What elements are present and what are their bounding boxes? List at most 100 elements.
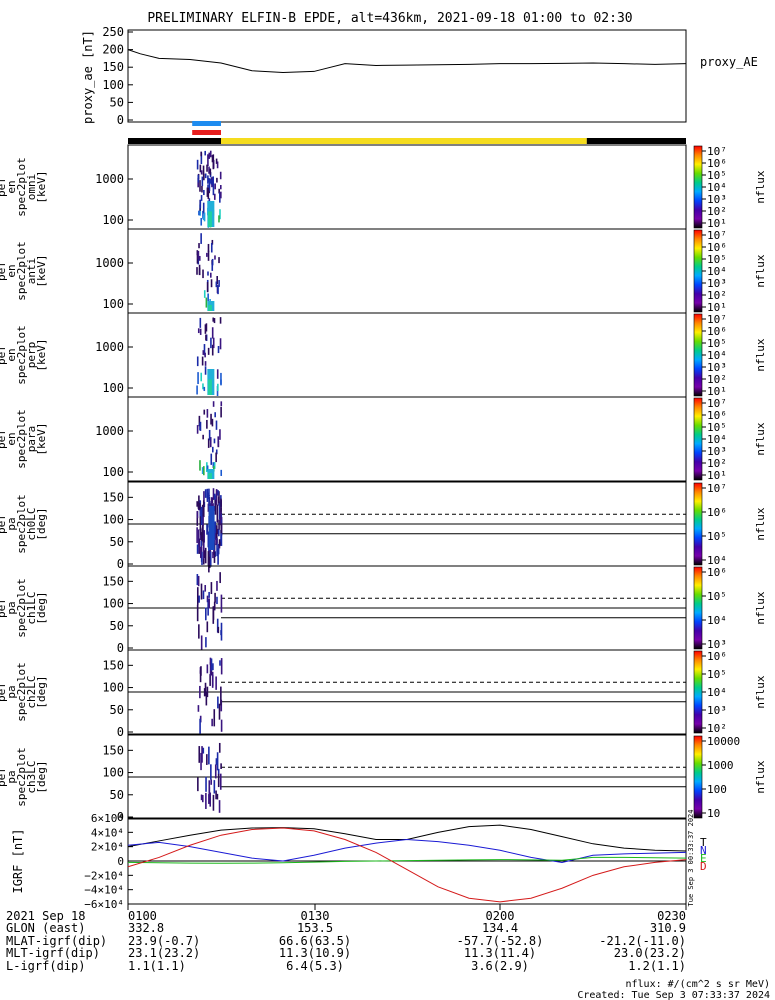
spectrogram-pixel [206,187,209,197]
spectrogram-pixel [219,660,221,666]
y-tick-label: 1000 [95,172,124,186]
spectrogram-pixel [206,462,208,473]
spectrogram-pixel [218,800,221,813]
spectrogram-pixel [209,168,212,176]
spectrogram-pixel [206,664,209,674]
spectrogram-pixel [201,551,203,565]
spectrogram-pixel [220,372,222,385]
y-label-line: en [5,432,18,445]
spectrogram-pixel [208,166,210,174]
y-label-line: spec2plot [15,662,28,722]
y-label-line: pef [0,598,8,618]
spectrogram-pixel [197,575,200,587]
colorbar-tick-label: 10⁴ [707,265,727,278]
spectrogram-pixel [220,523,223,534]
spectrogram-pixel [208,598,210,609]
spectrogram-pixel [208,549,211,569]
spectrogram-pixel [218,188,220,194]
colorbar-tick-label: 10000 [707,735,740,748]
y-label-line: pa [5,601,18,614]
y-label-line: pef [0,514,8,534]
spectrogram-pixel [211,263,214,271]
colorbar-tick-label: 10³ [707,704,727,717]
spectrogram-pixel [212,462,215,468]
spectrogram-pixel [201,467,204,474]
spectrogram-pixel [212,183,215,196]
spectrogram-pixel [197,250,200,259]
spectrogram-pixel [202,500,205,518]
y-label-line: spec2plot [15,747,28,807]
y-label-line: [deg] [35,760,48,793]
y-label-line: [keV] [35,422,48,455]
spectrogram-pixel [218,215,220,223]
spectrogram-pixel [217,345,220,354]
y-tick-label: 50 [110,619,124,633]
spectrogram-pixel [197,177,199,188]
y-tick-label: −6×10⁴ [84,898,124,911]
spectrogram-pixel [210,764,212,780]
spectrogram-pixel [202,269,204,279]
spectrogram-pixel [216,161,219,169]
y-axis-label: elbpefenspec2plotpara[keV] [0,409,48,469]
spectrogram-pixel [207,347,210,355]
y-tick-label: 100 [102,513,124,527]
spectrogram-pixel [208,786,211,796]
y-label-line: ch2LC [25,675,38,708]
spectrogram-pixel [207,293,209,302]
spectrogram-pixel [207,250,210,261]
availability-marker [192,121,221,126]
footer-value: 3.6(2.9) [471,959,529,973]
spectrogram-pixel [206,252,208,257]
spectrogram-pixel [218,257,220,264]
colorbar-label: nflux [754,591,767,624]
spectrogram-pixel [217,490,219,496]
footer-row-label: MLT-igrf(dip) [6,946,100,960]
colorbar-tick-label: 10⁷ [707,482,727,495]
y-axis-label: elbpefpaspec2plotch3LC[deg] [0,747,48,807]
y-tick-label: 150 [102,574,124,588]
spectrogram-pixel [215,281,218,288]
spectrogram-pixel [219,429,221,440]
spectrogram-pixel [200,233,202,244]
spectrogram-pixel [204,352,206,358]
colorbar-tick-label: 10³ [707,277,727,290]
colorbar-tick-label: 10² [707,373,727,386]
spectrogram-pixel [207,271,209,276]
spectrogram-pixel [213,780,216,794]
spectrogram-pixel [217,548,219,565]
y-tick-label: 100 [102,766,124,780]
series-line-e [127,856,687,864]
footer-value: 66.6(63.5) [279,934,351,948]
series-line-d [127,827,687,903]
spectrogram-pixel [199,670,202,683]
spectrogram-pixel [219,317,222,324]
spectrogram-pixel [207,243,210,252]
spectrogram-pixel [204,682,207,696]
colorbar-label: nflux [754,422,767,455]
spectrogram-pixel [212,488,215,500]
spectrogram-pixel [217,768,220,776]
colorbar [693,397,703,481]
spectrogram-pixel [215,758,218,765]
y-label-line: spec2plot [15,325,28,385]
spectrogram-pixel [219,192,221,203]
y-tick-label: 0 [117,641,124,655]
spectrogram-pixel [202,504,204,515]
spectrogram-pixel [199,460,201,471]
y-tick-label: 100 [102,381,124,395]
spectrogram-pixel [196,425,199,434]
y-tick-label: 100 [102,78,124,92]
y-label-line: [keV] [35,254,48,287]
spectrogram-pixel [208,746,210,765]
spectrogram-pixel [204,361,207,366]
spectrogram-pixel [202,434,204,440]
colorbar-tick-label: 10⁵ [707,421,727,434]
y-label-line: spec2plot [15,241,28,301]
availability-segment [128,138,221,144]
spectrogram-pixel [209,662,212,677]
spectrogram-pixel [218,703,221,720]
spectrogram-pixel [217,773,220,788]
colorbar-tick-label: 10² [707,289,727,302]
spectrogram-pixel [196,587,199,605]
spectrogram-pixel [212,466,215,472]
